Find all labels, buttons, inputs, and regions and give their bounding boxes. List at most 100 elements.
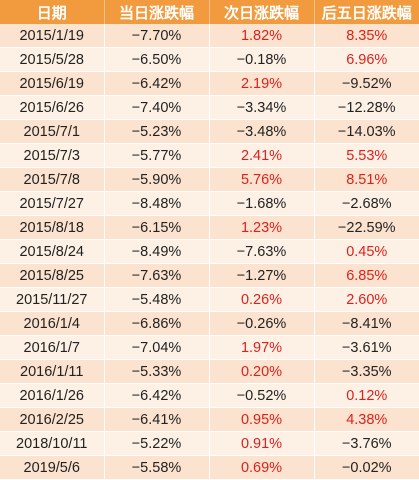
table-row: 2015/8/18 −6.15% 1.23% −22.59% xyxy=(0,215,419,240)
next-day-change-cell: 0.20% xyxy=(209,359,315,384)
table-row: 2016/1/4 −6.86% −0.26% −8.41% xyxy=(0,311,419,336)
five-day-change-cell: −3.61% xyxy=(314,335,419,360)
next-day-change-cell: −3.48% xyxy=(209,119,315,144)
same-day-change-cell: −6.86% xyxy=(104,311,210,336)
table-row: 2015/6/19 −6.42% 2.19% −9.52% xyxy=(0,71,419,96)
table-row: 2015/11/27 −5.48% 0.26% 2.60% xyxy=(0,287,419,312)
next-day-change-cell: 0.91% xyxy=(209,431,315,456)
five-day-change-cell: 2.60% xyxy=(314,287,419,312)
next-day-change-cell: −0.26% xyxy=(209,311,315,336)
table-row: 2015/7/3 −5.77% 2.41% 5.53% xyxy=(0,143,419,168)
table-row: 2015/8/25 −7.63% −1.27% 6.85% xyxy=(0,263,419,288)
next-day-change-cell: −0.18% xyxy=(209,47,315,72)
table-row: 2015/7/27 −8.48% −1.68% −2.68% xyxy=(0,191,419,216)
same-day-change-cell: −6.42% xyxy=(104,71,210,96)
date-cell: 2015/1/19 xyxy=(0,24,105,48)
date-cell: 2016/1/7 xyxy=(0,335,105,360)
same-day-change-cell: −7.04% xyxy=(104,335,210,360)
next-day-change-header: 次日涨跌幅 xyxy=(209,0,315,24)
date-cell: 2016/1/11 xyxy=(0,359,105,384)
five-day-change-cell: −9.52% xyxy=(314,71,419,96)
same-day-change-cell: −5.33% xyxy=(104,359,210,384)
five-day-change-cell: −0.02% xyxy=(314,455,419,480)
date-cell: 2018/10/11 xyxy=(0,431,105,456)
next-day-change-cell: −1.68% xyxy=(209,191,315,216)
five-day-change-cell: −12.28% xyxy=(314,95,419,120)
table-row: 2016/2/25 −6.41% 0.95% 4.38% xyxy=(0,407,419,432)
table-row: 2016/1/11 −5.33% 0.20% −3.35% xyxy=(0,359,419,384)
next-day-change-cell: 0.95% xyxy=(209,407,315,432)
five-day-change-cell: 0.45% xyxy=(314,239,419,264)
date-cell: 2015/7/1 xyxy=(0,119,105,144)
same-day-change-cell: −8.48% xyxy=(104,191,210,216)
five-day-change-cell: 8.51% xyxy=(314,167,419,192)
next-day-change-cell: 1.82% xyxy=(209,24,315,48)
table-row: 2015/7/1 −5.23% −3.48% −14.03% xyxy=(0,119,419,144)
date-cell: 2015/7/3 xyxy=(0,143,105,168)
same-day-change-cell: −5.22% xyxy=(104,431,210,456)
table-body: 2015/1/19 −7.70% 1.82% 8.35% 2015/5/28 −6.50%… xyxy=(0,24,419,480)
next-day-change-cell: −1.27% xyxy=(209,263,315,288)
next-day-change-cell: 1.97% xyxy=(209,335,315,360)
five-day-change-cell: −3.35% xyxy=(314,359,419,384)
same-day-change-cell: −5.23% xyxy=(104,119,210,144)
five-day-change-cell: −8.41% xyxy=(314,311,419,336)
table-row: 2019/5/6 −5.58% 0.69% −0.02% xyxy=(0,455,419,480)
five-day-change-cell: −2.68% xyxy=(314,191,419,216)
five-day-change-cell: 6.96% xyxy=(314,47,419,72)
same-day-change-cell: −7.70% xyxy=(104,24,210,48)
next-day-change-cell: 2.19% xyxy=(209,71,315,96)
same-day-change-cell: −6.42% xyxy=(104,383,210,408)
date-cell: 2015/6/26 xyxy=(0,95,105,120)
five-day-change-header: 后五日涨跌幅 xyxy=(314,0,419,24)
same-day-change-cell: −5.58% xyxy=(104,455,210,480)
same-day-change-cell: −6.41% xyxy=(104,407,210,432)
five-day-change-cell: −3.76% xyxy=(314,431,419,456)
five-day-change-cell: −22.59% xyxy=(314,215,419,240)
date-cell: 2015/5/28 xyxy=(0,47,105,72)
next-day-change-cell: −7.63% xyxy=(209,239,315,264)
same-day-change-header: 当日涨跌幅 xyxy=(104,0,210,24)
next-day-change-cell: 2.41% xyxy=(209,143,315,168)
table-row: 2015/7/8 −5.90% 5.76% 8.51% xyxy=(0,167,419,192)
date-column-header: 日期 xyxy=(0,0,105,24)
next-day-change-cell: −3.34% xyxy=(209,95,315,120)
date-cell: 2015/8/25 xyxy=(0,263,105,288)
table-header: 日期 当日涨跌幅 次日涨跌幅 后五日涨跌幅 xyxy=(0,0,419,24)
table-row: 2018/10/11 −5.22% 0.91% −3.76% xyxy=(0,431,419,456)
five-day-change-cell: 4.38% xyxy=(314,407,419,432)
same-day-change-cell: −6.50% xyxy=(104,47,210,72)
table-row: 2015/8/24 −8.49% −7.63% 0.45% xyxy=(0,239,419,264)
date-cell: 2016/2/25 xyxy=(0,407,105,432)
same-day-change-cell: −5.77% xyxy=(104,143,210,168)
five-day-change-cell: 6.85% xyxy=(314,263,419,288)
table-row: 2015/6/26 −7.40% −3.34% −12.28% xyxy=(0,95,419,120)
date-cell: 2015/7/8 xyxy=(0,167,105,192)
next-day-change-cell: −0.52% xyxy=(209,383,315,408)
date-cell: 2015/8/24 xyxy=(0,239,105,264)
same-day-change-cell: −7.40% xyxy=(104,95,210,120)
same-day-change-cell: −5.90% xyxy=(104,167,210,192)
date-cell: 2019/5/6 xyxy=(0,455,105,480)
next-day-change-cell: 0.69% xyxy=(209,455,315,480)
same-day-change-cell: −7.63% xyxy=(104,263,210,288)
date-cell: 2016/1/4 xyxy=(0,311,105,336)
same-day-change-cell: −6.15% xyxy=(104,215,210,240)
next-day-change-cell: 5.76% xyxy=(209,167,315,192)
table-row: 2015/5/28 −6.50% −0.18% 6.96% xyxy=(0,47,419,72)
same-day-change-cell: −5.48% xyxy=(104,287,210,312)
header-row: 日期 当日涨跌幅 次日涨跌幅 后五日涨跌幅 xyxy=(0,0,419,24)
date-cell: 2015/11/27 xyxy=(0,287,105,312)
next-day-change-cell: 1.23% xyxy=(209,215,315,240)
table-row: 2016/1/7 −7.04% 1.97% −3.61% xyxy=(0,335,419,360)
five-day-change-cell: 5.53% xyxy=(314,143,419,168)
date-cell: 2015/6/19 xyxy=(0,71,105,96)
five-day-change-cell: 8.35% xyxy=(314,24,419,48)
date-cell: 2015/7/27 xyxy=(0,191,105,216)
table-row: 2016/1/26 −6.42% −0.52% 0.12% xyxy=(0,383,419,408)
five-day-change-cell: 0.12% xyxy=(314,383,419,408)
next-day-change-cell: 0.26% xyxy=(209,287,315,312)
same-day-change-cell: −8.49% xyxy=(104,239,210,264)
table-row: 2015/1/19 −7.70% 1.82% 8.35% xyxy=(0,24,419,48)
